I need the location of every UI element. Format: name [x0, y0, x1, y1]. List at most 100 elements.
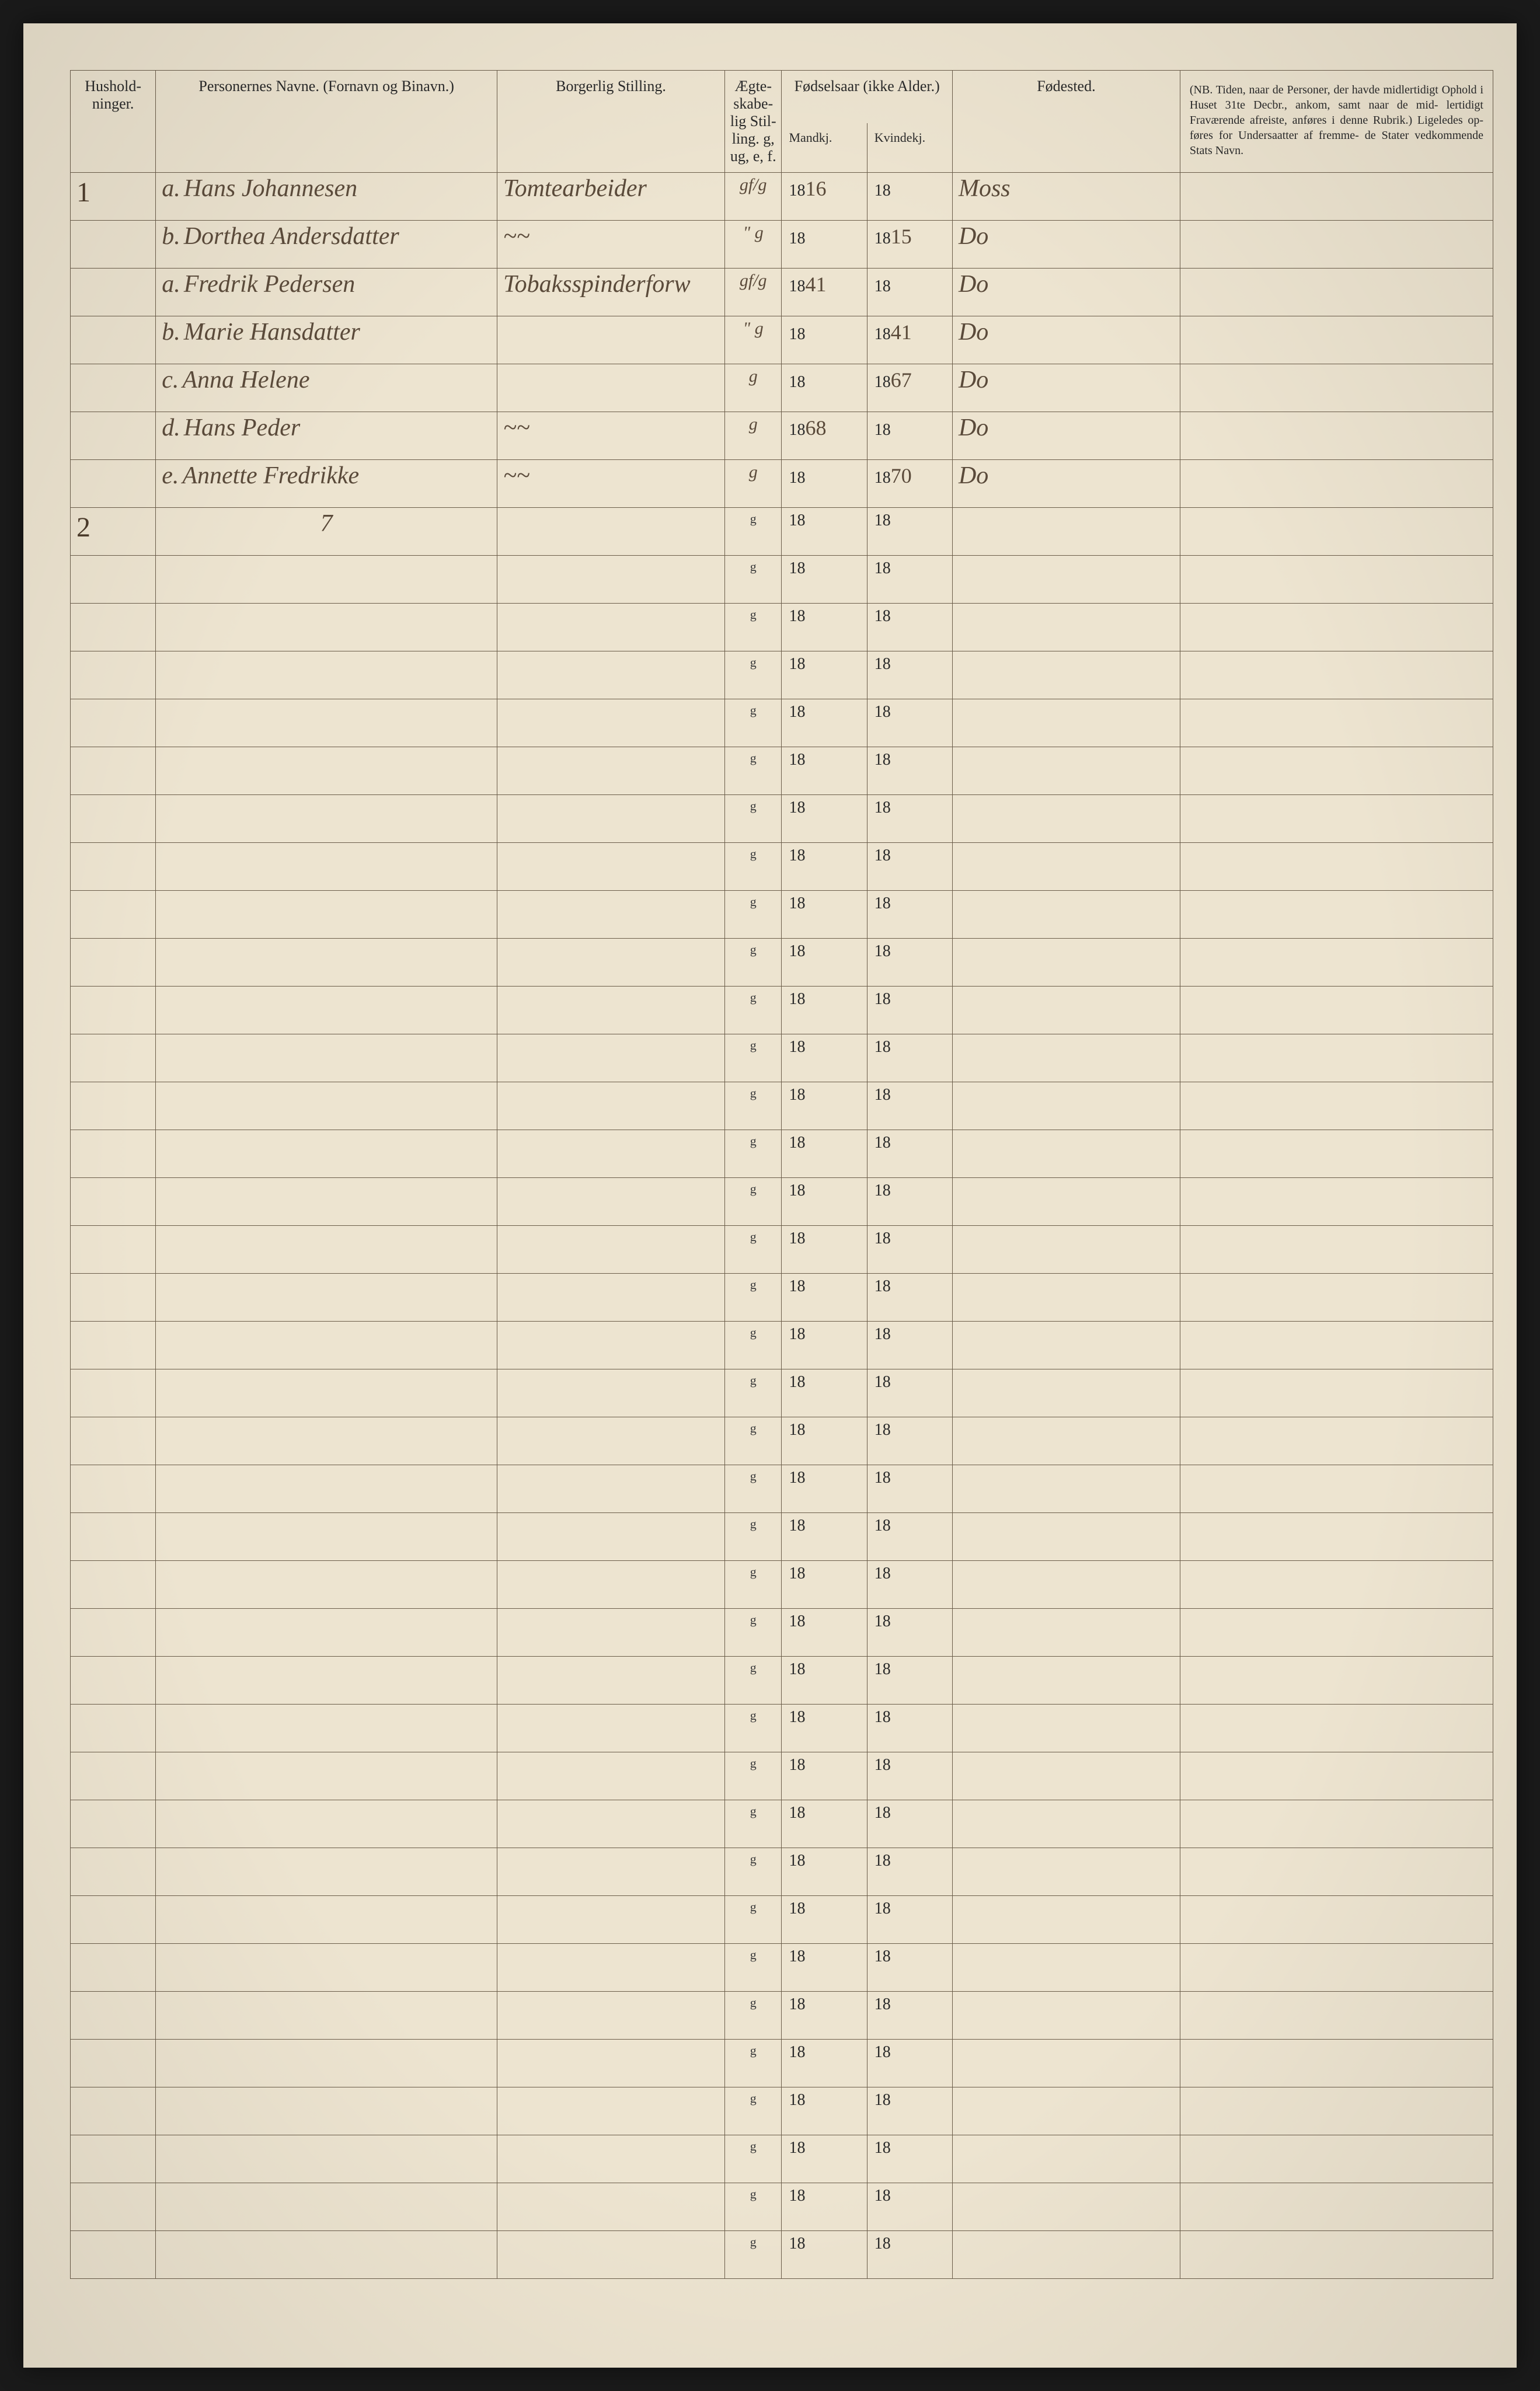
cell-kvindekj: 18 [867, 2231, 952, 2279]
cell-name [156, 1082, 497, 1130]
year-prefix-m: 18 [789, 1804, 805, 1822]
birthplace-text: Do [959, 319, 988, 346]
cell-egte: g [725, 1034, 782, 1082]
table-row-empty: g1818 [71, 1082, 1493, 1130]
cell-hushold [71, 2040, 156, 2087]
cell-mandkj: 1816 [782, 173, 867, 221]
cell-mandkj: 18 [782, 795, 867, 843]
table-row-empty: g1818 [71, 1944, 1493, 1992]
header-fodsel-group: Fødselsaar (ikke Alder.) [782, 71, 953, 124]
marital-default: g [750, 1325, 757, 1340]
cell-name [156, 1752, 497, 1800]
marital-default: g [750, 990, 757, 1005]
marital-default: g [750, 799, 757, 813]
cell-fodested [952, 1609, 1180, 1657]
cell-nb [1180, 364, 1493, 412]
year-prefix-k: 18 [874, 1852, 891, 1870]
birthplace-text: Do [959, 462, 988, 489]
cell-hushold [71, 651, 156, 699]
person-name: Hans Peder [184, 414, 300, 441]
cell-name [156, 1657, 497, 1705]
marital-default: g [750, 2091, 757, 2106]
table-row-empty: g1818 [71, 2183, 1493, 2231]
cell-kvindekj: 18 [867, 269, 952, 316]
cell-hushold [71, 699, 156, 747]
cell-stilling [497, 747, 725, 795]
cell-stilling [497, 1082, 725, 1130]
cell-fodested [952, 1369, 1180, 1417]
cell-egte: g [725, 2087, 782, 2135]
marital-status: g [749, 414, 758, 434]
marital-default: g [750, 1134, 757, 1148]
cell-nb [1180, 1513, 1493, 1561]
cell-stilling [497, 1657, 725, 1705]
table-row-empty: g1818 [71, 987, 1493, 1034]
year-prefix-m: 18 [789, 277, 805, 295]
table-row-empty: g1818 [71, 1609, 1493, 1657]
cell-kvindekj: 18 [867, 1848, 952, 1896]
cell-kvindekj: 18 [867, 2040, 952, 2087]
header-fodested: Fødested. [952, 71, 1180, 173]
cell-egte: g [725, 1417, 782, 1465]
cell-hushold [71, 1178, 156, 1226]
cell-nb [1180, 2135, 1493, 2183]
cell-mandkj: 18 [782, 1465, 867, 1513]
year-prefix-m: 18 [789, 2187, 805, 2205]
marital-default: g [750, 1756, 757, 1770]
marital-default: g [750, 1373, 757, 1388]
cell-hushold [71, 1752, 156, 1800]
year-prefix-m: 18 [789, 1469, 805, 1487]
cell-name [156, 1561, 497, 1609]
birthplace-text: Do [959, 271, 988, 298]
cell-mandkj: 18 [782, 987, 867, 1034]
cell-hushold [71, 1130, 156, 1178]
cell-nb [1180, 1082, 1493, 1130]
cell-egte: g [725, 843, 782, 891]
cell-mandkj: 18 [782, 1657, 867, 1705]
cell-stilling [497, 1609, 725, 1657]
cell-stilling [497, 1896, 725, 1944]
cell-nb [1180, 747, 1493, 795]
cell-hushold [71, 891, 156, 939]
table-row-empty: g1818 [71, 1752, 1493, 1800]
table-row-empty: g1818 [71, 1513, 1493, 1561]
cell-mandkj: 18 [782, 1178, 867, 1226]
cell-nb [1180, 173, 1493, 221]
cell-egte: g [725, 556, 782, 604]
year-prefix-m: 18 [789, 325, 805, 343]
cell-fodested [952, 891, 1180, 939]
year-prefix-m: 18 [789, 2139, 805, 2157]
cell-stilling [497, 2087, 725, 2135]
marital-default: g [750, 1804, 757, 1818]
cell-name [156, 2183, 497, 2231]
table-row-empty: g1818 [71, 1992, 1493, 2040]
cell-name [156, 1178, 497, 1226]
cell-mandkj: 18 [782, 1752, 867, 1800]
cell-hushold: 1 [71, 173, 156, 221]
cell-fodested [952, 604, 1180, 651]
cell-nb [1180, 1561, 1493, 1609]
cell-fodested: Do [952, 316, 1180, 364]
year-prefix-k: 18 [874, 751, 891, 769]
cell-stilling: Tomtearbeider [497, 173, 725, 221]
cell-kvindekj: 18 [867, 2183, 952, 2231]
cell-stilling [497, 987, 725, 1034]
cell-egte: g [725, 508, 782, 556]
marital-default: g [750, 1995, 757, 2010]
cell-name [156, 1417, 497, 1465]
table-row-empty: g1818 [71, 2231, 1493, 2279]
year-prefix-k: 18 [874, 1708, 891, 1726]
year-prefix-m: 18 [789, 559, 805, 577]
cell-kvindekj: 18 [867, 939, 952, 987]
cell-nb [1180, 1274, 1493, 1322]
cell-name [156, 604, 497, 651]
cell-hushold [71, 316, 156, 364]
year-prefix-m: 18 [789, 1181, 805, 1200]
cell-kvindekj: 18 [867, 1657, 952, 1705]
cell-stilling [497, 1226, 725, 1274]
marital-default: g [750, 1086, 757, 1100]
cell-fodested: Do [952, 412, 1180, 460]
cell-egte: g [725, 1848, 782, 1896]
cell-nb [1180, 269, 1493, 316]
marital-default: g [750, 2043, 757, 2058]
